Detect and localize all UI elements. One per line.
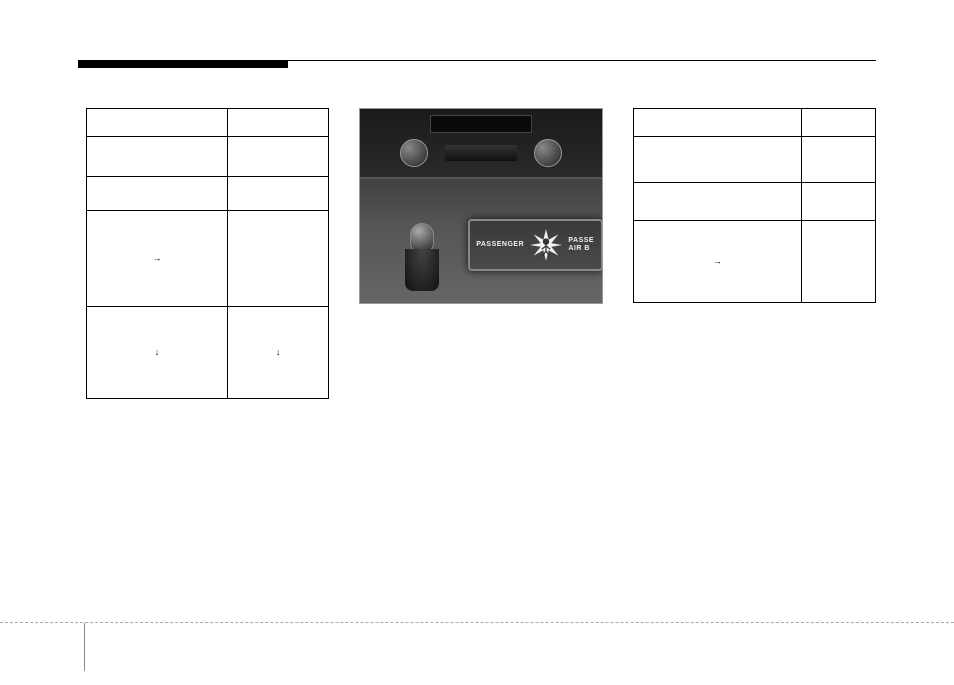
table-cell [87,177,228,211]
table-cell [802,137,876,183]
dial-right [534,139,562,167]
table-cell [227,137,328,177]
table-header-cell [802,109,876,137]
callout-right-label: PASSE AIR B [568,237,594,252]
footer-vertical-line [84,623,85,671]
center-buttons [445,145,516,161]
dashboard-panel [360,109,601,179]
dial-left [400,139,428,167]
table-cell: → [87,211,228,307]
left-table: → ↓ ↓ [86,108,329,399]
callout-left-label: PASSENGER [476,241,524,249]
table-cell [802,183,876,221]
table-row [87,137,329,177]
table-cell [633,183,802,221]
table-cell [87,137,228,177]
content-row: → ↓ ↓ PASSENGER [86,108,876,399]
table-cell: ↓ [227,307,328,399]
table-row: → [87,211,329,307]
table-cell [227,211,328,307]
table-header-cell [87,109,228,137]
table-cell: → [633,221,802,303]
table-header-cell [227,109,328,137]
table-row [633,109,875,137]
table-cell [633,137,802,183]
airbag-burst-icon [529,228,563,262]
table-cell [802,221,876,303]
table-cell [227,177,328,211]
table-row [87,109,329,137]
left-column: → ↓ ↓ [86,108,329,399]
header-rule-thick [78,60,288,68]
right-table: → [633,108,876,303]
table-header-cell [633,109,802,137]
airbag-indicator-callout: PASSENGER PASSE AIR B [468,219,603,271]
footer-dashed-line [0,622,954,623]
display-screen [430,115,531,133]
table-row [633,137,875,183]
table-row [633,183,875,221]
table-cell: ↓ [87,307,228,399]
table-row: → [633,221,875,303]
console-image: PASSENGER PASSE AIR B [359,108,602,304]
table-row [87,177,329,211]
callout-right-line2: AIR B [568,245,590,252]
right-column: → [633,108,876,399]
shifter-boot [405,249,439,291]
callout-right-line1: PASSE [568,237,594,244]
table-row: ↓ ↓ [87,307,329,399]
middle-column: PASSENGER PASSE AIR B [359,108,602,399]
gear-shifter [410,223,440,293]
